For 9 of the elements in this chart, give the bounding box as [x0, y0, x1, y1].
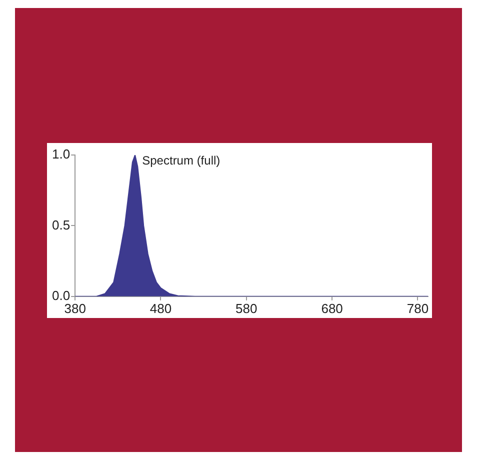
chart-title: Spectrum (full): [142, 153, 220, 168]
x-tick-label: 680: [321, 300, 343, 316]
y-tick-label: 0.0: [52, 288, 70, 303]
x-tick-label: 480: [150, 300, 172, 316]
y-tick-label: 0.5: [52, 217, 70, 232]
y-tick-label: 1.0: [52, 146, 70, 162]
x-tick-label: 580: [236, 300, 258, 316]
x-tick-label: 780: [406, 300, 429, 316]
x-tick-label: 380: [64, 300, 86, 316]
